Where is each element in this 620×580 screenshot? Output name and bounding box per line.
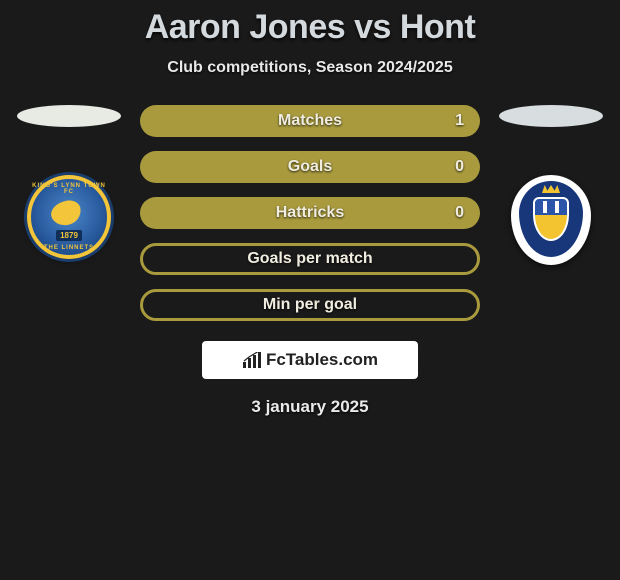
crest-text-top: KING'S LYNN TOWN FC [31, 183, 107, 195]
left-player-silhouette [17, 105, 121, 127]
stat-label: Goals per match [247, 250, 372, 268]
stat-bar: Goals per match [140, 243, 480, 275]
stat-label: Hattricks [276, 204, 344, 222]
right-player-column [498, 105, 604, 265]
shield-icon [533, 197, 569, 241]
stat-value: 1 [455, 112, 464, 130]
brand-text: FcTables.com [266, 350, 378, 370]
brand-badge[interactable]: FcTables.com [202, 341, 418, 379]
right-club-crest[interactable] [511, 175, 591, 265]
right-player-silhouette [499, 105, 603, 127]
page-title: Aaron Jones vs Hont [0, 8, 620, 47]
comparison-widget: Aaron Jones vs Hont Club competitions, S… [0, 0, 620, 417]
subtitle: Club competitions, Season 2024/2025 [0, 59, 620, 77]
crown-icon [542, 185, 560, 193]
stat-value: 0 [455, 158, 464, 176]
bar-chart-icon [242, 352, 262, 368]
stat-bar: Min per goal [140, 289, 480, 321]
stat-value: 0 [455, 204, 464, 222]
crest-text-bottom: THE LINNETS [31, 245, 107, 251]
footer-date: 3 january 2025 [0, 397, 620, 417]
stat-bars: Matches 1 Goals 0 Hattricks 0 Goals per match M… [140, 105, 480, 321]
main-row: KING'S LYNN TOWN FC THE LINNETS Matches 1… [0, 105, 620, 321]
stat-bar: Hattricks 0 [140, 197, 480, 229]
left-player-column: KING'S LYNN TOWN FC THE LINNETS [16, 105, 122, 259]
stat-label: Goals [288, 158, 332, 176]
stat-bar: Matches 1 [140, 105, 480, 137]
stat-bar: Goals 0 [140, 151, 480, 183]
stat-label: Min per goal [263, 296, 357, 314]
stat-label: Matches [278, 112, 342, 130]
left-club-crest[interactable]: KING'S LYNN TOWN FC THE LINNETS [27, 175, 111, 259]
